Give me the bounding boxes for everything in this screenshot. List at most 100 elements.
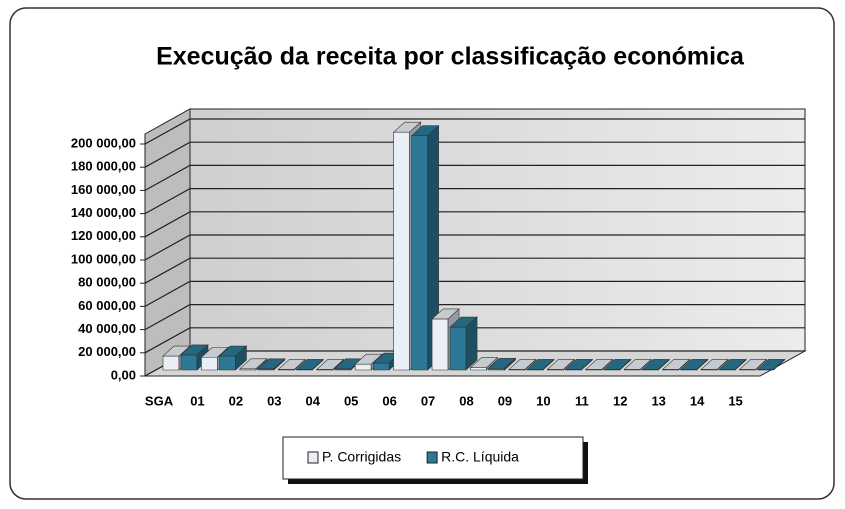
bar-side xyxy=(504,357,516,371)
x-tick-label: 09 xyxy=(498,393,512,408)
bar-side xyxy=(696,358,708,371)
y-tick-label: 20 000,00 xyxy=(78,344,136,359)
x-tick-label: 03 xyxy=(267,393,281,408)
grid-line xyxy=(144,304,805,331)
x-tick-label: 12 xyxy=(613,393,627,408)
bar-side xyxy=(581,358,593,371)
bar-front xyxy=(470,367,487,371)
bar-side xyxy=(465,316,478,371)
bar-side xyxy=(273,358,286,371)
legend-swatch xyxy=(307,451,319,464)
x-tick-label: SGA xyxy=(145,393,174,408)
x-tick-label: 14 xyxy=(690,393,705,408)
bar xyxy=(641,358,671,371)
x-tick-label: 10 xyxy=(536,393,550,408)
bar-side xyxy=(773,358,785,371)
y-tick-label: 160 000,00 xyxy=(71,182,136,197)
bar-side xyxy=(255,358,268,371)
y-tick-label: 100 000,00 xyxy=(71,251,136,266)
x-tick-label: 05 xyxy=(344,393,358,408)
bar xyxy=(508,358,537,371)
bar-side xyxy=(332,358,345,371)
y-tick-label: 140 000,00 xyxy=(71,205,136,220)
bar xyxy=(218,345,248,371)
y-tick-label: 0,00 xyxy=(111,367,136,382)
bar xyxy=(546,358,576,371)
bar-side xyxy=(542,358,555,371)
legend-label: R.C. Líquida xyxy=(441,449,519,465)
bar-side xyxy=(639,358,652,371)
y-tick-label: 120 000,00 xyxy=(71,228,136,243)
bar xyxy=(700,358,729,371)
bar xyxy=(756,358,786,371)
bar xyxy=(564,358,594,371)
legend: P. Corrigidas R.C. Líquida xyxy=(282,436,588,484)
bar-side xyxy=(563,358,575,371)
grid-line xyxy=(144,211,805,238)
bar xyxy=(239,358,268,371)
legend-label: P. Corrigidas xyxy=(322,449,401,465)
grid-line xyxy=(144,234,805,261)
bar xyxy=(315,358,345,371)
bar-side xyxy=(601,358,614,371)
bar-side xyxy=(294,358,306,371)
bar xyxy=(718,358,747,371)
bar-front xyxy=(449,326,467,371)
bar-side xyxy=(235,345,247,371)
bar xyxy=(410,125,440,371)
bar xyxy=(661,358,691,371)
bar xyxy=(585,358,614,371)
x-tick-label: 01 xyxy=(190,393,204,408)
legend-box xyxy=(282,436,584,480)
bar-front xyxy=(393,131,410,371)
bar-side xyxy=(524,358,537,371)
x-tick-label: 11 xyxy=(575,393,589,408)
bar-front xyxy=(180,354,198,371)
bar-front xyxy=(411,135,428,371)
chart-title: Execução da receita por classificação ec… xyxy=(156,43,745,71)
x-tick-label: 02 xyxy=(229,393,243,408)
bar-front xyxy=(354,363,372,371)
bar xyxy=(603,358,632,371)
y-tick-label: 60 000,00 xyxy=(78,298,136,313)
bar xyxy=(487,357,517,371)
y-tick-label: 200 000,00 xyxy=(71,135,136,150)
x-tick-label: 06 xyxy=(382,393,396,408)
y-tick-label: 180 000,00 xyxy=(71,159,136,174)
bar-front xyxy=(201,356,218,371)
grid-line xyxy=(144,188,805,215)
grid-line xyxy=(144,280,805,307)
bar-side xyxy=(657,358,670,371)
bar-front xyxy=(219,355,236,371)
grid-line xyxy=(144,257,805,284)
x-tick-label: 08 xyxy=(459,393,473,408)
bar-side xyxy=(312,358,324,371)
bar-front xyxy=(372,362,390,371)
bar xyxy=(526,358,555,371)
bar-front xyxy=(431,318,449,371)
bar xyxy=(257,358,286,371)
grid-line xyxy=(144,327,805,354)
bar xyxy=(679,358,709,371)
grid-line xyxy=(144,118,805,145)
side-wall xyxy=(144,108,191,377)
bar-side xyxy=(619,358,632,371)
bar xyxy=(623,358,653,371)
bar-side xyxy=(734,358,747,371)
bar-side xyxy=(716,358,729,371)
bar-side xyxy=(678,358,690,371)
bar xyxy=(449,316,478,371)
y-tick-label: 40 000,00 xyxy=(78,321,136,336)
x-tick-label: 13 xyxy=(651,393,665,408)
x-tick-label: 04 xyxy=(306,393,321,408)
y-tick-label: 80 000,00 xyxy=(78,275,136,290)
bar-front xyxy=(162,355,180,371)
bar xyxy=(277,358,307,371)
bar xyxy=(738,358,768,371)
grid-line xyxy=(144,164,805,191)
grid-line xyxy=(144,141,805,168)
back-wall xyxy=(189,108,806,352)
x-tick-label: 07 xyxy=(421,393,435,408)
bar-side xyxy=(755,358,767,371)
